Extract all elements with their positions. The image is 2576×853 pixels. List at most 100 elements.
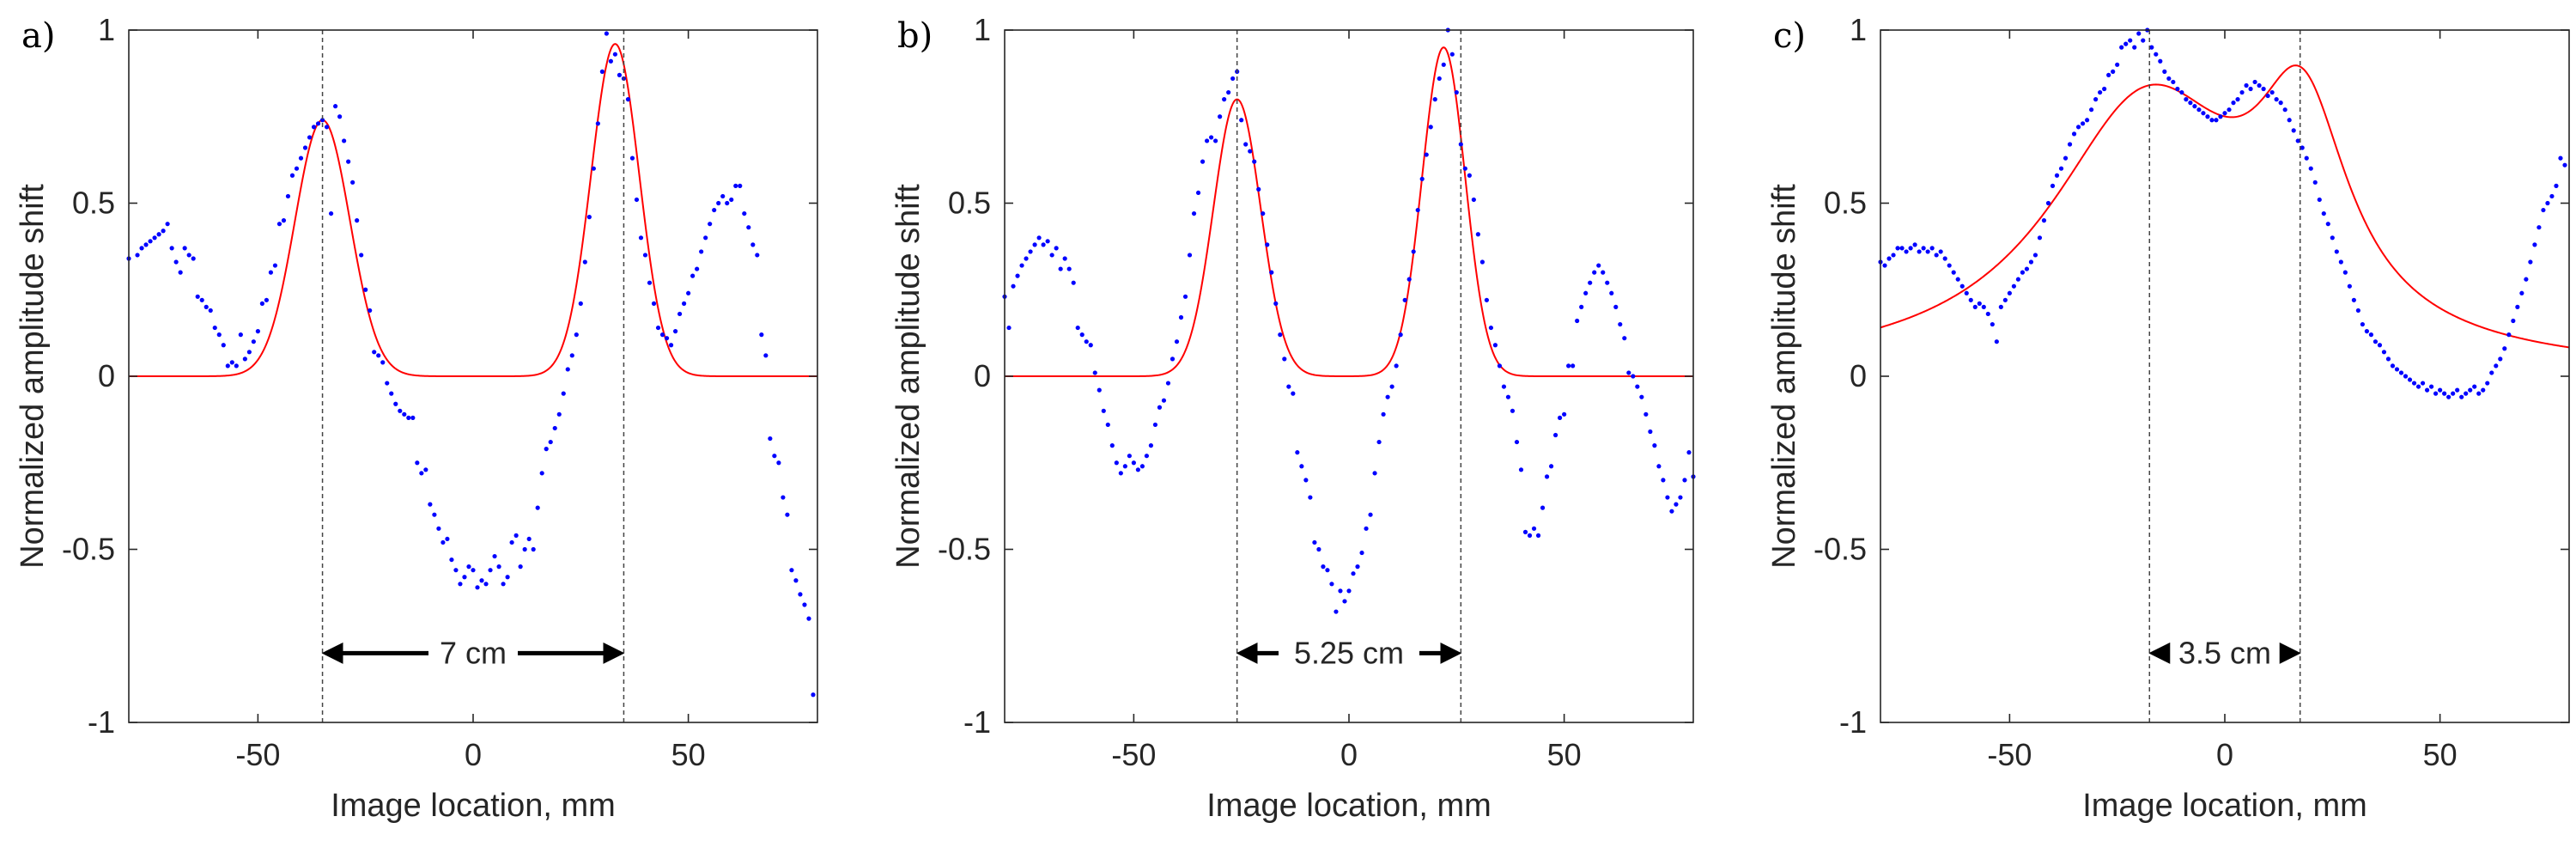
- data-point: [1161, 398, 1167, 403]
- data-point: [2528, 259, 2533, 265]
- data-point: [380, 360, 386, 365]
- data-point: [1682, 478, 1687, 483]
- panel-letter-b: b): [897, 16, 933, 56]
- data-point: [1079, 332, 1084, 338]
- data-point: [2494, 363, 2499, 369]
- data-point: [1101, 408, 1106, 413]
- data-point: [672, 329, 678, 334]
- data-point: [1908, 246, 1913, 251]
- data-point: [686, 290, 691, 296]
- data-point: [772, 454, 777, 459]
- data-point: [1895, 246, 1900, 251]
- data-point: [1527, 533, 1533, 538]
- data-point: [1075, 325, 1080, 331]
- data-point: [359, 253, 364, 258]
- data-point: [428, 502, 433, 507]
- data-point: [1385, 394, 1390, 399]
- data-point: [733, 183, 738, 188]
- data-point: [1376, 439, 1382, 445]
- data-point: [2489, 370, 2494, 375]
- data-point: [1028, 249, 1033, 254]
- data-point: [2024, 266, 2030, 271]
- data-point: [1195, 190, 1201, 196]
- data-point: [2274, 97, 2279, 102]
- x-axis-label-b: Image location, mm: [1206, 788, 1492, 824]
- data-point: [337, 114, 343, 119]
- data-point: [1656, 464, 1662, 469]
- data-point: [2415, 384, 2421, 389]
- data-point: [2244, 82, 2249, 88]
- data-point: [212, 325, 217, 331]
- data-point: [1148, 443, 1154, 448]
- data-point: [539, 471, 544, 476]
- data-point: [1346, 588, 1352, 594]
- data-point: [2231, 101, 2236, 106]
- data-point: [1531, 526, 1537, 531]
- data-point: [1968, 297, 1973, 302]
- data-point: [1419, 176, 1425, 181]
- data-point: [1437, 76, 1442, 82]
- data-point: [1045, 239, 1050, 244]
- data-point: [1032, 242, 1037, 247]
- data-point: [2364, 329, 2370, 334]
- data-point: [1553, 432, 1558, 438]
- data-point: [204, 304, 209, 309]
- data-point: [1135, 467, 1140, 472]
- data-point: [1200, 159, 1206, 164]
- y-tick-label: 0.5: [948, 186, 991, 221]
- data-point: [2524, 277, 2529, 282]
- data-point: [2002, 297, 2008, 302]
- data-point: [2175, 86, 2180, 92]
- data-point: [148, 239, 153, 244]
- data-point: [781, 495, 786, 500]
- data-point: [471, 568, 476, 573]
- data-point: [1204, 138, 1210, 143]
- data-point: [1230, 76, 1236, 82]
- data-point: [2351, 297, 2356, 302]
- data-point: [2123, 41, 2129, 46]
- data-point: [2067, 142, 2073, 147]
- data-point: [763, 353, 769, 358]
- data-point: [2317, 197, 2322, 203]
- data-point: [518, 564, 523, 570]
- data-point: [1505, 394, 1511, 399]
- data-point: [802, 602, 807, 607]
- data-point: [1467, 173, 1472, 178]
- data-point: [1458, 142, 1463, 147]
- data-point: [1218, 114, 1223, 119]
- data-point: [2149, 45, 2154, 50]
- data-point: [1209, 135, 1214, 140]
- data-point: [625, 97, 631, 102]
- data-point: [1321, 564, 1326, 570]
- data-point: [2050, 183, 2056, 188]
- data-point: [2472, 384, 2477, 389]
- data-point: [2446, 394, 2451, 399]
- x-tick-label: -50: [1987, 737, 2032, 772]
- data-point: [2257, 82, 2262, 88]
- data-point: [1540, 505, 1546, 510]
- data-point: [634, 197, 640, 203]
- data-point: [2222, 111, 2227, 116]
- data-point: [1934, 253, 1939, 258]
- data-point: [2158, 58, 2163, 64]
- fit-curve-layer-b: [1005, 46, 1693, 377]
- data-points-c: [1878, 27, 2567, 399]
- data-point: [556, 411, 562, 417]
- data-points-a: [126, 31, 816, 698]
- data-point: [582, 259, 587, 265]
- data-point: [1248, 149, 1253, 154]
- data-point: [393, 401, 398, 406]
- data-point: [2045, 200, 2051, 206]
- data-point: [768, 436, 773, 442]
- ticks-b: -50 0 50 -1 -0.5 0 0.5 1: [938, 12, 1693, 772]
- data-point: [2394, 367, 2400, 372]
- data-point: [1665, 495, 1670, 500]
- data-point: [1497, 363, 1503, 369]
- data-point: [2184, 97, 2189, 102]
- data-point: [720, 193, 726, 199]
- data-point: [1886, 256, 1892, 261]
- data-point: [1964, 290, 1969, 296]
- data-point: [1994, 339, 1999, 344]
- data-point: [1501, 384, 1507, 389]
- y-tick-label: -1: [963, 704, 991, 740]
